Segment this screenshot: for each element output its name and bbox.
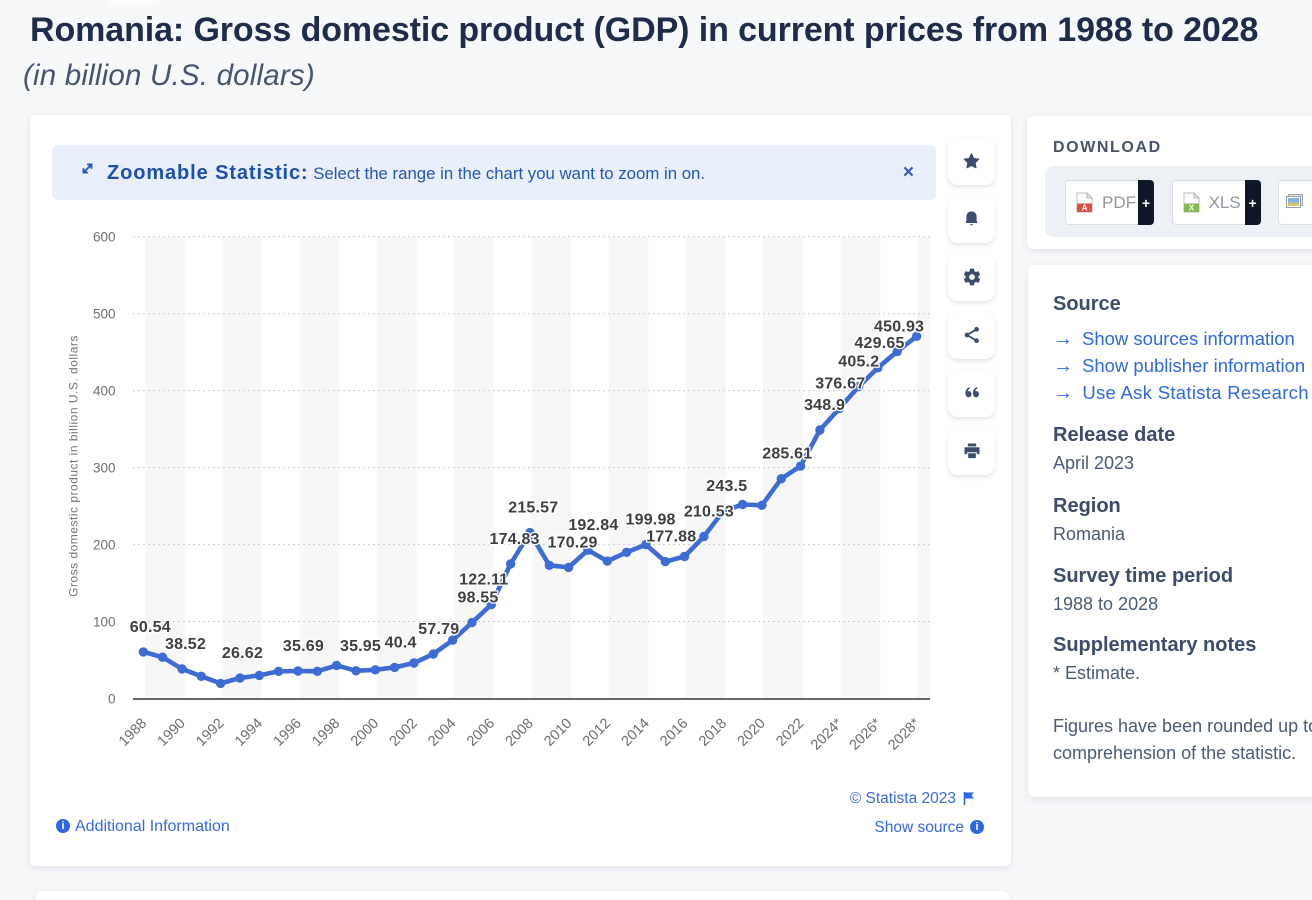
svg-text:429.65: 429.65 (854, 335, 904, 352)
svg-text:192.84: 192.84 (568, 517, 618, 534)
svg-text:122.11: 122.11 (459, 572, 508, 589)
svg-text:2024*: 2024* (808, 715, 846, 753)
svg-text:2012: 2012 (580, 716, 614, 750)
svg-text:2000: 2000 (348, 716, 382, 750)
svg-text:X: X (1188, 204, 1194, 213)
svg-text:38.52: 38.52 (165, 636, 206, 653)
svg-text:400: 400 (93, 384, 116, 399)
svg-text:177.88: 177.88 (646, 529, 696, 546)
svg-text:2006: 2006 (464, 716, 498, 750)
svg-text:600: 600 (93, 230, 116, 245)
svg-text:210.53: 210.53 (684, 504, 734, 521)
svg-text:215.57: 215.57 (508, 500, 558, 517)
svg-text:170.29: 170.29 (548, 534, 598, 551)
svg-text:1998: 1998 (309, 716, 343, 750)
svg-text:1996: 1996 (271, 716, 305, 750)
svg-text:243.5: 243.5 (706, 478, 747, 495)
svg-text:1994: 1994 (232, 716, 266, 750)
svg-text:2004: 2004 (425, 716, 459, 750)
svg-text:0: 0 (108, 692, 116, 707)
svg-text:405.2: 405.2 (838, 354, 879, 371)
svg-text:100: 100 (93, 615, 116, 630)
svg-text:348.9: 348.9 (804, 397, 845, 414)
svg-text:60.54: 60.54 (130, 619, 171, 636)
svg-text:2002: 2002 (387, 716, 421, 750)
svg-text:26.62: 26.62 (222, 645, 263, 662)
svg-text:199.98: 199.98 (626, 512, 676, 529)
svg-text:98.55: 98.55 (457, 590, 498, 607)
svg-text:1990: 1990 (155, 716, 189, 750)
svg-text:2010: 2010 (541, 716, 575, 750)
svg-text:2018: 2018 (696, 716, 730, 750)
svg-text:376.67: 376.67 (815, 376, 865, 393)
svg-text:500: 500 (93, 307, 116, 322)
svg-text:35.95: 35.95 (340, 638, 381, 655)
svg-text:200: 200 (93, 538, 116, 553)
svg-text:A: A (1082, 204, 1088, 213)
svg-text:1988: 1988 (116, 716, 150, 750)
svg-text:2008: 2008 (503, 716, 537, 750)
svg-text:450.93: 450.93 (874, 318, 924, 335)
svg-text:2026*: 2026* (847, 715, 885, 753)
svg-text:57.79: 57.79 (418, 621, 459, 638)
svg-text:2022: 2022 (773, 716, 807, 750)
svg-text:174.83: 174.83 (490, 531, 540, 548)
svg-text:2016: 2016 (657, 716, 691, 750)
svg-text:Gross domestic product in bill: Gross domestic product in billion U.S. d… (67, 335, 81, 597)
svg-text:300: 300 (93, 461, 116, 476)
svg-text:40.4: 40.4 (385, 634, 417, 651)
svg-text:285.61: 285.61 (762, 446, 812, 463)
svg-text:2028*: 2028* (885, 715, 923, 753)
svg-text:2014: 2014 (619, 716, 653, 750)
svg-text:2020: 2020 (735, 716, 769, 750)
svg-text:1992: 1992 (193, 716, 227, 750)
svg-text:35.69: 35.69 (283, 638, 324, 655)
